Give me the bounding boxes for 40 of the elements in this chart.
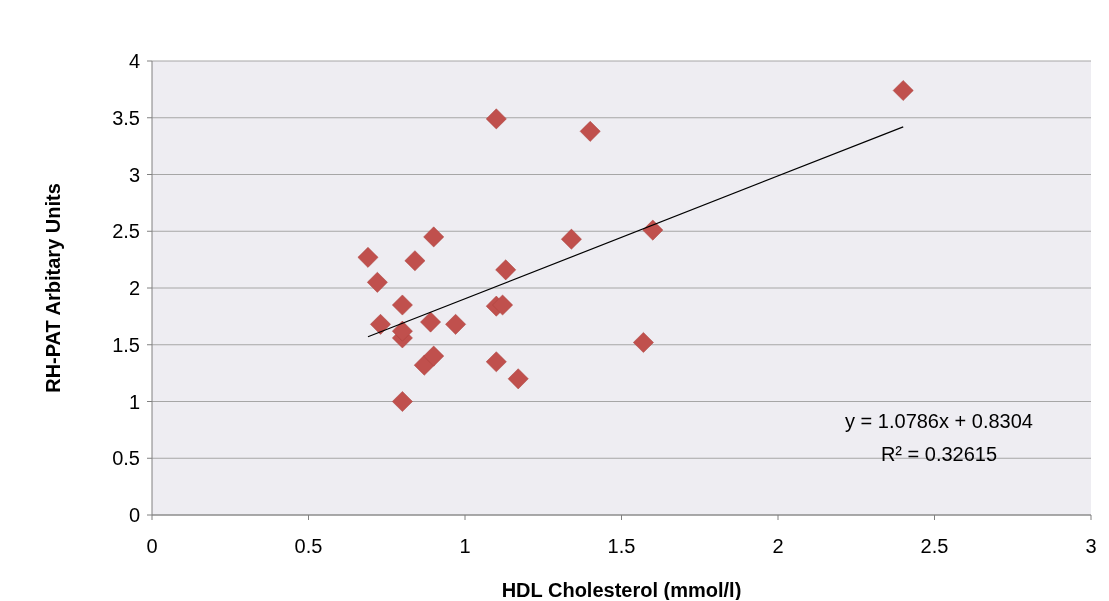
point — [423, 345, 445, 367]
point — [357, 247, 379, 268]
point — [485, 108, 507, 130]
x-tick-label: 0.5 — [294, 535, 323, 557]
point — [561, 228, 582, 250]
point — [445, 313, 466, 335]
y-tick-label: 0 — [128, 504, 140, 526]
point — [485, 351, 507, 373]
point — [392, 391, 413, 412]
point — [392, 294, 413, 316]
point — [507, 368, 529, 390]
point — [423, 226, 445, 248]
point — [392, 320, 413, 342]
x-tick-label: 0 — [146, 535, 158, 557]
point — [495, 259, 517, 281]
point — [370, 313, 391, 335]
y-tick-label: 2 — [128, 277, 140, 299]
annotation: y = 1.0786x + 0.8304 — [845, 410, 1033, 432]
point — [492, 294, 513, 316]
y-tick-label: 1 — [128, 390, 140, 413]
point — [892, 80, 914, 101]
point — [579, 121, 601, 142]
y-tick-label: 4 — [128, 50, 140, 72]
point — [420, 311, 441, 333]
annotation: R² = 0.32615 — [880, 443, 998, 465]
y-tick-label: 1.5 — [112, 333, 140, 356]
point — [367, 271, 388, 293]
x-tick-label: 2 — [772, 535, 784, 557]
point — [404, 250, 426, 272]
x-tick-label: 3 — [1085, 535, 1097, 557]
y-tick-label: 3.5 — [112, 106, 140, 129]
y-axis-title: RH-PAT Arbitary Units — [42, 183, 64, 393]
y-tick-label: 0.5 — [112, 447, 140, 470]
x-tick-label: 1 — [459, 535, 471, 557]
y-tick-label: 2.5 — [112, 220, 140, 243]
x-tick-label: 1.5 — [607, 535, 636, 557]
x-tick-label: 2.5 — [920, 535, 949, 557]
point — [642, 219, 664, 241]
point — [633, 332, 654, 353]
y-tick-label: 3 — [128, 163, 140, 186]
